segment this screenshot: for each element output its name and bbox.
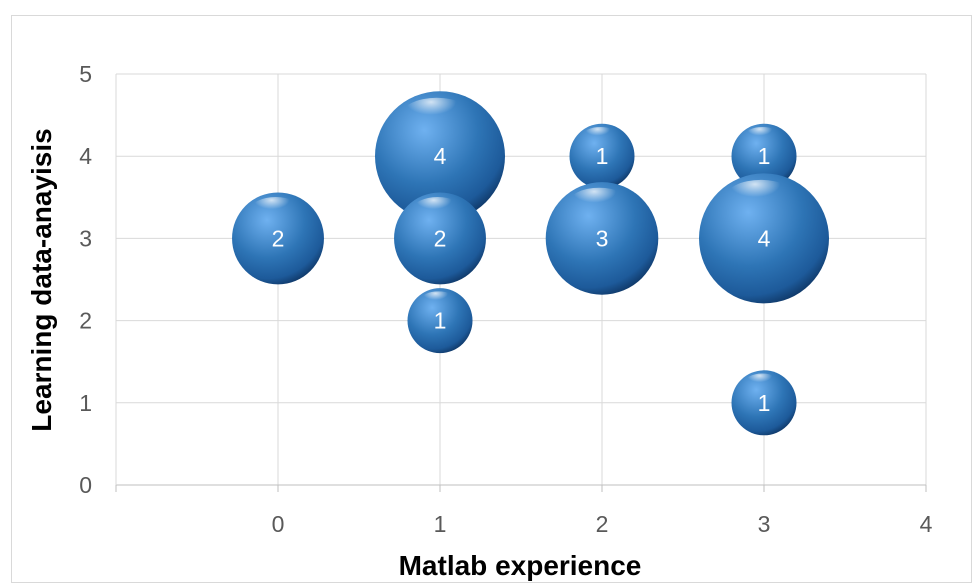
bubble: 2 [232,192,324,285]
bubble-data-label: 1 [758,143,771,169]
bubble: 4 [699,173,829,304]
y-tick-label: 0 [79,472,92,498]
y-axis-title: Learning data-anayisis [26,128,57,431]
x-axis-title: Matlab experience [399,550,642,581]
bubble-data-label: 4 [758,225,771,251]
y-tick-label: 1 [79,390,92,416]
y-tick-label: 2 [79,308,92,334]
bubbles: 2 4 2 1 1 3 1 4 1 [232,91,829,436]
bubble-highlight [582,126,619,146]
bubble-highlight [420,291,457,310]
bubble-data-label: 4 [434,143,447,169]
bubble-highlight [412,197,463,223]
x-tick-label: 2 [596,511,609,537]
bubble: 4 [375,91,505,222]
y-tick-label: 4 [79,143,92,169]
bubble-data-label: 1 [596,143,609,169]
x-tick-label: 1 [434,511,447,537]
bubble: 1 [731,123,797,189]
chart-frame [11,15,972,583]
y-tick-label: 5 [79,61,92,87]
bubble-data-label: 3 [596,225,609,251]
bubble: 3 [545,182,659,295]
x-tick-label: 4 [920,511,933,537]
x-tick-label: 0 [272,511,285,537]
bubble-highlight [250,197,301,223]
axes: 0 1 2 3 4 5 0 1 2 3 4 [79,61,932,537]
bubble-data-label: 2 [434,225,447,251]
x-tick-label: 3 [758,511,771,537]
bubble-data-label: 1 [434,308,447,334]
bubble: 1 [407,288,473,354]
bubble-highlight [401,97,473,135]
bubble-highlight [744,373,781,392]
bubble-highlight [744,126,781,146]
bubble-data-label: 1 [758,390,771,416]
bubble-highlight [725,179,797,217]
bubble: 1 [569,123,635,189]
bubble-data-label: 2 [272,225,285,251]
bubble: 1 [731,370,797,436]
bubble: 2 [394,192,486,285]
bubble-highlight [568,187,631,220]
y-tick-label: 3 [79,225,92,251]
